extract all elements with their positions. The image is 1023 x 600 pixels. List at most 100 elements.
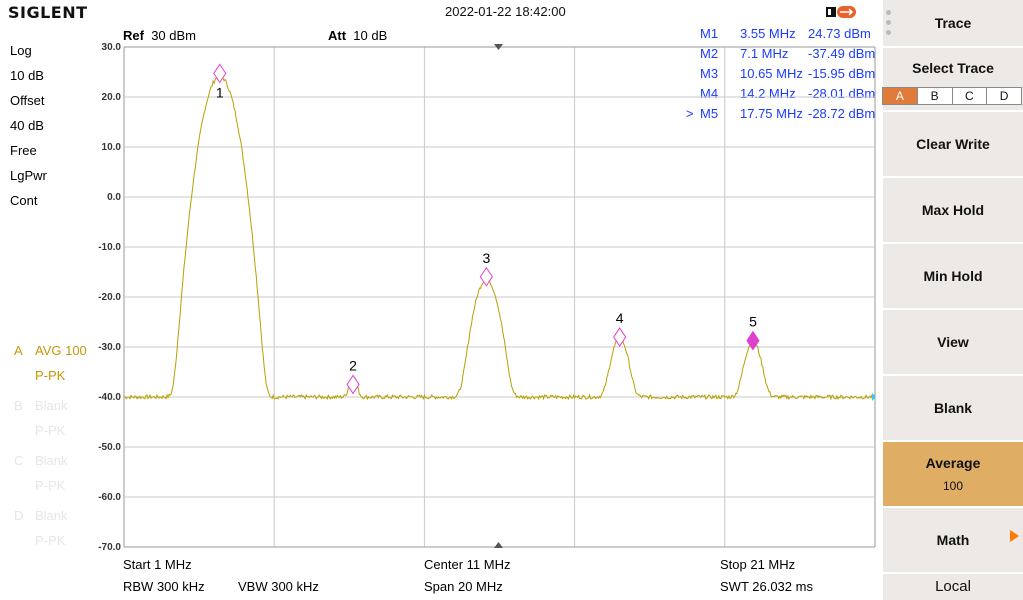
ref-right-indicator: [872, 393, 876, 401]
sweep-mode: Cont: [10, 193, 38, 208]
trigger-mode: Free: [10, 143, 37, 158]
y-tick-label: -40.0: [98, 392, 121, 403]
marker-4-diamond: [613, 327, 627, 347]
active-marker-indicator: >: [686, 106, 694, 121]
marker-freq: 3.55 MHz: [740, 26, 796, 41]
start-freq[interactable]: Start 1 MHz: [123, 557, 192, 572]
trace-c-detector: P-PK: [35, 478, 66, 493]
marker-id: M3: [700, 66, 719, 81]
center-bottom-indicator: [494, 542, 503, 548]
trace-b-detector: P-PK: [35, 423, 66, 438]
clear-write-label: Clear Write: [916, 136, 990, 152]
softkey-menu: Trace Select Trace Clear Write Max Hold …: [881, 0, 1023, 600]
marker-1-label: 1: [216, 84, 224, 100]
offset-label: Offset: [10, 93, 45, 108]
plot-grid: [123, 46, 876, 548]
menu-title: Trace: [883, 0, 1023, 46]
trace-option-b[interactable]: B: [916, 87, 953, 105]
stop-freq[interactable]: Stop 21 MHz: [720, 557, 796, 572]
average-button[interactable]: Average 100: [883, 442, 1023, 506]
marker-id: M1: [700, 26, 719, 41]
y-tick-label: 20.0: [102, 92, 122, 103]
marker-4-label: 4: [616, 310, 624, 326]
view-button[interactable]: View: [883, 310, 1023, 374]
marker-2-label: 2: [349, 357, 357, 373]
math-label: Math: [936, 532, 970, 548]
sweep-time[interactable]: SWT 26.032 ms: [720, 579, 813, 594]
y-tick-label: 30.0: [102, 42, 122, 53]
marker-symbols: 1 2 3 4 5: [213, 63, 760, 395]
average-value: 100: [942, 479, 964, 493]
trace-a-line: [123, 72, 876, 401]
local-button[interactable]: Local: [883, 574, 1023, 600]
trace-d-letter: D: [14, 508, 24, 523]
marker-freq: 10.65 MHz: [740, 66, 803, 81]
menu-scroll-dots-icon: [886, 10, 892, 40]
ref-level: Ref 30 dBm: [123, 28, 196, 43]
detector-mode: LgPwr: [10, 168, 47, 183]
trace-b-letter: B: [14, 398, 23, 413]
marker-amp: -28.72 dBm: [808, 106, 876, 121]
marker-1-diamond: [213, 63, 227, 84]
trace-c-mode: Blank: [35, 453, 68, 468]
offset-value: 40 dB: [10, 118, 44, 133]
datetime: 2022-01-22 18:42:00: [445, 4, 566, 19]
max-hold-button[interactable]: Max Hold: [883, 178, 1023, 242]
brand-logo: SIGLENT: [8, 3, 88, 22]
y-tick-label: -20.0: [98, 292, 121, 303]
center-freq[interactable]: Center 11 MHz: [424, 557, 511, 572]
select-trace-label: Select Trace: [912, 60, 994, 76]
min-hold-button[interactable]: Min Hold: [883, 244, 1023, 308]
marker-freq: 7.1 MHz: [740, 46, 789, 61]
trace-option-c[interactable]: C: [951, 87, 988, 105]
trace-a-mode: AVG 100: [35, 343, 87, 358]
trace-a-detector: P-PK: [35, 368, 66, 383]
marker-5-diamond: [746, 330, 760, 351]
marker-3-label: 3: [482, 250, 490, 266]
marker-5-label: 5: [749, 314, 757, 330]
y-tick-label: 0.0: [107, 192, 121, 203]
marker-3-diamond: [479, 266, 493, 287]
center-top-indicator: [494, 44, 503, 50]
menu-title-label: Trace: [934, 15, 972, 31]
y-tick-label: -30.0: [98, 342, 121, 353]
marker-id: M5: [700, 106, 719, 121]
vbw[interactable]: VBW 300 kHz: [238, 579, 319, 594]
marker-amp: 24.73 dBm: [808, 26, 871, 41]
y-tick-label: -60.0: [98, 492, 121, 503]
max-hold-label: Max Hold: [921, 202, 985, 218]
blank-button[interactable]: Blank: [883, 376, 1023, 440]
rbw[interactable]: RBW 300 kHz: [123, 579, 205, 594]
blank-label: Blank: [933, 400, 973, 416]
scale-div: 10 dB: [10, 68, 44, 83]
clear-write-button[interactable]: Clear Write: [883, 112, 1023, 176]
marker-freq: 17.75 MHz: [740, 106, 803, 121]
y-tick-label: 10.0: [102, 142, 122, 153]
trace-d-detector: P-PK: [35, 533, 66, 548]
trace-option-a[interactable]: A: [882, 87, 918, 105]
attenuation: Att 10 dB: [328, 28, 388, 43]
trace-d-mode: Blank: [35, 508, 68, 523]
submenu-arrow-icon: [1010, 530, 1019, 542]
y-tick-label: -50.0: [98, 442, 121, 453]
math-button[interactable]: Math: [883, 508, 1023, 572]
trace-a-letter: A: [14, 343, 23, 358]
marker-2-diamond: [346, 374, 360, 395]
average-label: Average: [925, 455, 981, 471]
y-axis-ticks: 30.0 20.0 10.0 0.0 -10.0 -20.0 -30.0 -40.0 -50.0…: [98, 42, 121, 553]
span[interactable]: Span 20 MHz: [424, 579, 503, 594]
trace-c-letter: C: [14, 453, 24, 468]
y-tick-label: -70.0: [98, 542, 121, 553]
status-bar: SIGLENT 2022-01-22 18:42:00: [0, 0, 880, 24]
min-hold-label: Min Hold: [923, 268, 983, 284]
trace-option-d[interactable]: D: [986, 87, 1022, 105]
y-tick-label: -10.0: [98, 242, 121, 253]
marker-amp: -37.49 dBm: [808, 46, 876, 61]
marker-amp: -15.95 dBm: [808, 66, 876, 81]
spectrum-plot[interactable]: 30.0 20.0 10.0 0.0 -10.0 -20.0 -30.0 -40.0 -50.0…: [0, 0, 880, 556]
marker-id: M2: [700, 46, 719, 61]
usb-battery-icon: [826, 6, 856, 18]
trace-b-mode: Blank: [35, 398, 68, 413]
view-label: View: [937, 334, 969, 350]
